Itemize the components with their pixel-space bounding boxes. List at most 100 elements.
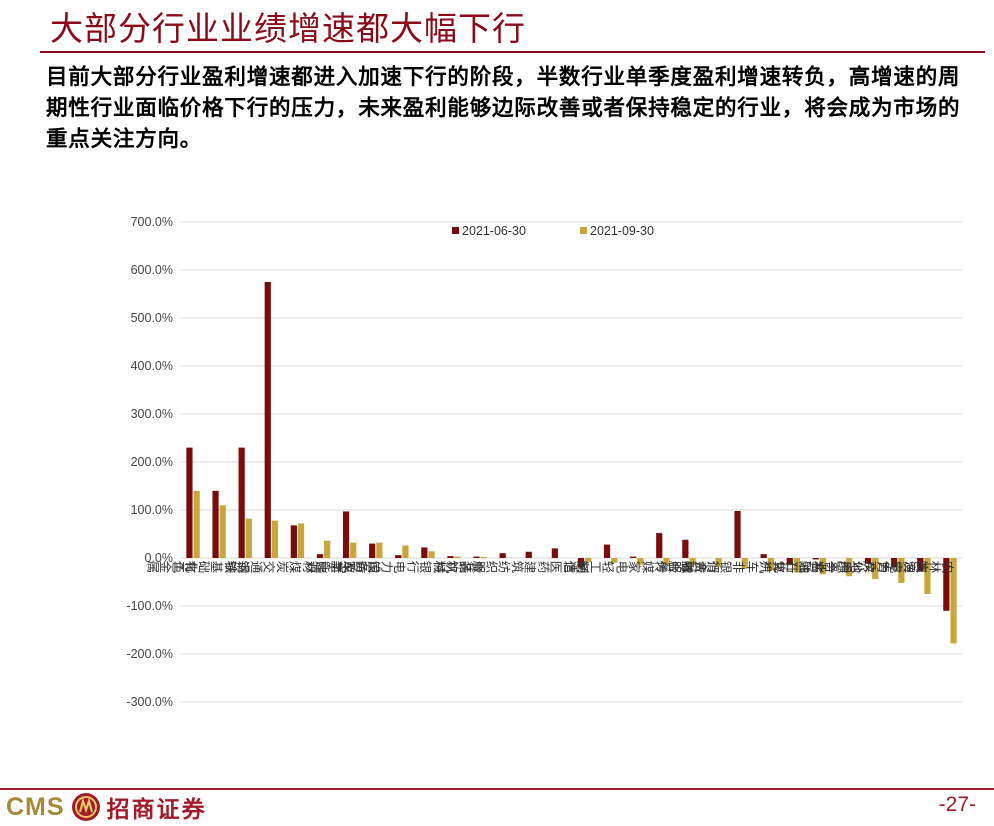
bar-1	[212, 490, 219, 558]
page-number: -27-	[938, 793, 976, 816]
y-tick-label: -100.0%	[126, 599, 173, 613]
bar-1	[473, 556, 480, 558]
bar-1	[682, 539, 689, 558]
category-label: 电力设备及新能源	[305, 559, 406, 574]
page-title: 大部分行业业绩增速都大幅下行	[50, 9, 526, 48]
bar-2	[715, 558, 722, 567]
logo-text: CMS	[6, 792, 65, 821]
category-label: 电子	[329, 559, 354, 574]
category-label: 非银行金融	[682, 559, 745, 574]
bar-2	[585, 558, 592, 562]
bar-1	[525, 551, 532, 558]
category-label: 纺织服装	[460, 559, 511, 574]
bar-1	[786, 558, 793, 565]
summary-text: 目前大部分行业盈利增速都进入加速下行的阶段，半数行业单季度盈利增速转负，高增速的…	[46, 65, 961, 152]
category-label: 农林牧渔	[904, 559, 954, 574]
bar-1	[577, 558, 585, 568]
bar-2	[611, 558, 618, 563]
logo-chinese-name: 招商证券	[106, 796, 207, 823]
category-label: 传媒	[642, 559, 668, 574]
bar-2	[872, 558, 879, 580]
y-tick-label: 700.0%	[131, 215, 173, 229]
bar-1	[290, 525, 297, 558]
bar-2	[767, 558, 774, 571]
bar-1	[499, 553, 506, 558]
bar-1	[812, 558, 819, 560]
category-label: 医药	[537, 559, 562, 574]
bar-1	[316, 554, 324, 558]
category-label: 建材	[303, 559, 328, 574]
bar-1	[864, 558, 872, 564]
bar-1	[447, 556, 454, 558]
bar-2	[741, 558, 748, 569]
cms-logo: CMS 招商证券	[6, 790, 207, 824]
y-tick-label: 500.0%	[131, 311, 173, 325]
y-tick-label: -200.0%	[126, 647, 173, 661]
category-label: 基础化工	[173, 559, 223, 574]
bar-2	[454, 556, 461, 558]
bar-1	[943, 558, 950, 611]
y-tick-label: -300.0%	[126, 695, 173, 709]
legend-swatch	[580, 227, 587, 234]
cms-emblem-icon	[71, 793, 100, 821]
y-tick-label: 300.0%	[131, 407, 173, 421]
bar-2	[245, 518, 252, 558]
bar-2	[350, 542, 357, 558]
y-tick-label: 400.0%	[131, 359, 173, 373]
category-label: 计算机	[759, 559, 797, 574]
legend-swatch	[452, 227, 459, 234]
bar-2	[297, 523, 305, 558]
bar-1	[656, 533, 663, 558]
category-label: 国防军工	[330, 559, 380, 574]
category-label: 建筑	[511, 559, 537, 574]
bar-1	[238, 447, 245, 558]
category-label: 钢铁	[224, 559, 249, 574]
category-label: 商贸零售	[878, 559, 929, 574]
bar-1	[760, 554, 767, 558]
category-label: 交通运输	[225, 559, 277, 574]
footer-rule	[0, 788, 994, 790]
category-label: 综合金融	[799, 559, 850, 574]
bar-2	[193, 490, 200, 558]
category-label: 石油石化	[773, 559, 824, 574]
category-label: 煤炭	[276, 559, 302, 574]
category-label: 通信	[563, 559, 589, 574]
category-label: 银行	[406, 559, 432, 574]
bar-2	[793, 558, 801, 573]
category-label: 消费者服务	[657, 559, 720, 574]
bar-1	[630, 556, 637, 558]
bar-1	[342, 511, 350, 558]
bar-1	[891, 558, 898, 567]
bar-1	[603, 544, 611, 558]
bar-2	[402, 545, 409, 558]
bar-2	[819, 558, 827, 575]
bar-2	[689, 558, 696, 565]
bar-2	[898, 558, 905, 583]
bar-2	[480, 557, 487, 559]
bar-1	[551, 548, 558, 558]
category-label: 综合	[668, 559, 693, 574]
category-label: 有色金属	[147, 559, 198, 574]
bar-2	[846, 558, 853, 577]
y-tick-label: 0.0%	[145, 551, 174, 565]
y-tick-label: 100.0%	[131, 503, 173, 517]
category-label: 家电	[616, 559, 642, 574]
category-label: 轻工制造	[565, 559, 615, 574]
bar-1	[369, 543, 376, 558]
bar-1	[395, 555, 402, 558]
category-label: 电力及公用事业	[814, 559, 902, 574]
bar-2	[924, 558, 931, 594]
bar-2	[950, 558, 957, 644]
bar-chart: -300.0% -200.0% -100.0% 0.0% 100.0% 200.0% 300…	[126, 215, 963, 709]
bar-1	[917, 558, 924, 572]
category-label: 汽车	[746, 559, 773, 574]
bar-2	[376, 542, 383, 558]
bar-2	[663, 558, 670, 565]
bar-2	[219, 505, 226, 558]
bar-1	[421, 547, 428, 558]
category-label: 房地产	[838, 559, 877, 574]
bar-2	[324, 540, 331, 558]
bar-1	[186, 447, 193, 558]
bar-2	[271, 520, 279, 558]
bar-2	[428, 551, 435, 558]
